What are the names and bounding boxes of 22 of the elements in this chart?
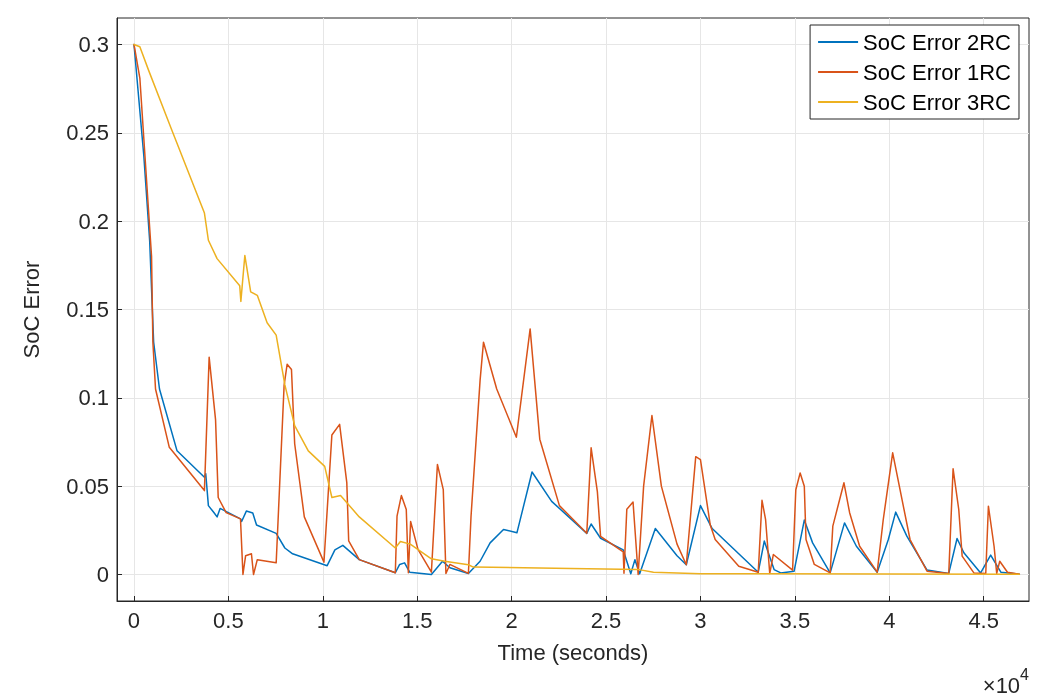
x-tick-label: 0 [127, 607, 141, 633]
y-tick-label: 0.2 [78, 208, 109, 234]
y-tick-label: 0 [96, 562, 109, 587]
x-tick-label: 2.5 [590, 607, 622, 633]
x-tick-label: 0.5 [213, 607, 244, 633]
y-tick-label: 0.3 [78, 32, 109, 57]
y-tick-label: 0.05 [66, 473, 109, 499]
x-tick-label: 3.5 [779, 607, 811, 633]
x-tick-label: 4.5 [968, 607, 999, 633]
y-axis-title: SoC Error [18, 260, 44, 359]
x-tick-label: 3 [694, 607, 707, 633]
legend-label: SoC Error 1RC [863, 59, 1012, 85]
x-tick-label: 2 [505, 607, 518, 633]
x-tick-label: 1.5 [401, 607, 433, 633]
legend-label: SoC Error 2RC [863, 29, 1012, 55]
y-tick-label: 0.1 [78, 385, 109, 411]
x-axis-title: Time (seconds) [497, 639, 649, 665]
y-tick-label: 0.15 [66, 297, 109, 322]
y-tick-label: 0.25 [66, 120, 109, 146]
x-tick-label: 4 [883, 607, 896, 633]
legend-label: SoC Error 3RC [863, 89, 1012, 115]
x-tick-label: 1 [316, 607, 329, 633]
